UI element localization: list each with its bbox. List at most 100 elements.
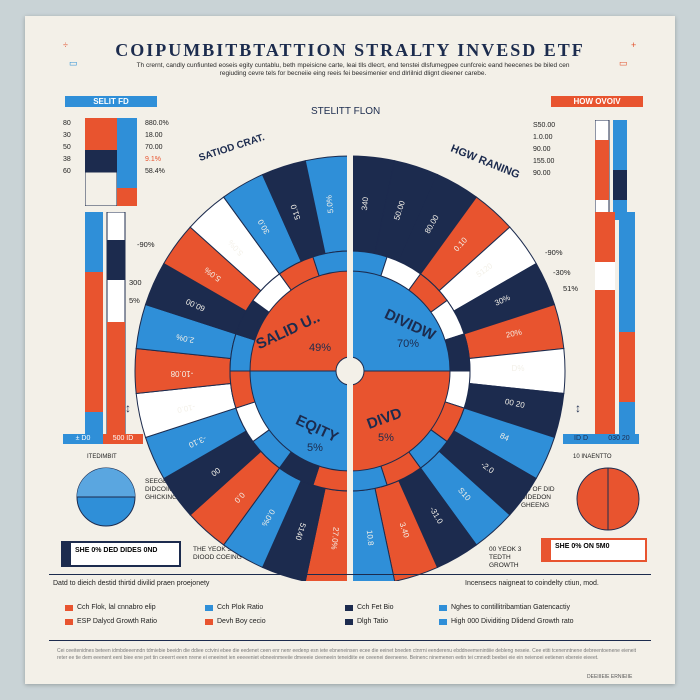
legend-label-8: High 000 Dividiting Dlidend Growth rato: [451, 618, 574, 625]
left-axis-label-1: -90%: [137, 240, 155, 249]
legend-label-5: ESP Dalycd Growth Ratio: [77, 618, 158, 625]
segment-label-23: -10.08: [170, 369, 193, 378]
segment-label-24: 2.0%: [175, 332, 195, 345]
page-title: COIPUMBITBTATTION STRALTY INVESD ETF: [115, 40, 585, 60]
poster: ÷ ▭ + ▭ COIPUMBITBTATTION STRALTY INVESD…: [25, 16, 675, 684]
right-number-1: S50.00: [533, 122, 556, 129]
right-box-note: 00 YEOK 3 TEDTH GROWTH: [489, 546, 522, 569]
left-value-5: 58.4%: [145, 168, 165, 175]
legend-swatch-1: [65, 604, 73, 611]
legend-item-3: Cch Fet Bio: [345, 604, 394, 611]
legend-swatch-4: [439, 604, 447, 611]
right-number-4: 155.00: [533, 158, 555, 165]
segment-label-22: -10.0: [176, 402, 196, 415]
right-panel-label: HOW OVOIV: [551, 96, 643, 107]
right-axis-label-2: -30%: [553, 268, 571, 277]
left-mini-title: ITEDIMBIT: [87, 454, 117, 460]
right-scale: ID D 030 20: [563, 434, 639, 444]
legend-item-4: Nghes to contillitribamtian Gatencactiy: [439, 604, 570, 611]
legend-item-7: Dlgh Tatio: [345, 618, 388, 625]
legend-label-7: Dlgh Tatio: [357, 618, 389, 625]
legend-label-2: Cch Plok Ratio: [217, 604, 264, 611]
left-number-2: 30: [63, 132, 71, 139]
segment-label-10: 84: [499, 431, 511, 443]
left-bar-2-seg-1: [117, 118, 137, 188]
left-tall-seg-navy: [107, 240, 125, 280]
left-number-1: 80: [63, 120, 71, 127]
left-value-2: 18.00: [145, 132, 163, 139]
footer-text: Cei ceeitenidnes beteen idmbdeeenndn tdm…: [57, 648, 637, 661]
right-axis-label-1: -90%: [545, 248, 563, 257]
left-scale: ± D0 500 ID: [63, 434, 143, 444]
right-number-5: 90.00: [533, 170, 551, 177]
left-mini-pie-half: [77, 468, 135, 497]
legend-swatch-7: [345, 618, 353, 625]
left-panel-label: SELIT FD: [65, 96, 157, 107]
legend-item-6: Devh Boy cecio: [205, 618, 266, 625]
segment-label-30: 5.0%: [325, 195, 336, 214]
left-bar-1-seg-1: [85, 118, 117, 150]
right-mini-title: 10 INAENTTO: [573, 454, 612, 460]
left-axis-label-3: 5%: [129, 296, 140, 305]
segment-label-9: 00 20: [504, 397, 526, 410]
left-number-3: 50: [63, 144, 71, 151]
left-bar-1-seg-3: [85, 171, 117, 206]
left-axis-label-2: 300: [129, 278, 142, 287]
left-number-5: 60: [63, 168, 71, 175]
right-bar-seg-4: [613, 170, 627, 200]
legend-left-heading: Datd to dieich destid thirtid divilid pr…: [53, 580, 210, 587]
legend-item-8: High 000 Dividiting Dlidend Growth rato: [439, 618, 574, 625]
left-value-3: 70.00: [145, 144, 163, 151]
right-tall-seg-4: [619, 332, 635, 402]
right-scale-1: ID D: [563, 434, 599, 444]
right-mini-pie: [576, 467, 640, 531]
corner-symbol-top-right: +: [631, 40, 637, 50]
left-down-arrow-icon: ↕: [125, 401, 131, 415]
legend-label-1: Cch Flok, lal cnnabro elip: [77, 604, 156, 611]
left-box-label: SHE 0% DED DIDES 0ND: [61, 541, 181, 567]
left-bar-column-1: [85, 118, 117, 206]
right-arc-title: HGW RANING: [449, 143, 521, 182]
right-number-2: 1.0.00: [533, 134, 553, 141]
legend-swatch-3: [345, 604, 353, 611]
left-box-note: THE YEOK 50 DIOOD COEING: [193, 546, 242, 561]
segment-label-16: 27.0%: [329, 527, 340, 551]
legend-item-1: Cch Flok, lal cnnabro elip: [65, 604, 156, 611]
center-value-4: 5%: [378, 432, 394, 444]
top-label: STELITT FLON: [311, 106, 381, 117]
legend-swatch-5: [65, 618, 73, 625]
right-down-arrow-icon: ↕: [575, 401, 581, 415]
left-value-column: 880.0% 18.00 70.00 9.1% 58.4%: [145, 118, 169, 178]
legend-swatch-2: [205, 604, 213, 611]
left-bar-1-seg-2: [85, 150, 117, 172]
left-value-1: 880.0%: [145, 120, 169, 127]
legend-swatch-6: [205, 618, 213, 625]
segment-label-7: 20%: [505, 328, 523, 340]
right-tall-bar: [595, 212, 635, 434]
legend-item-2: Cch Plok Ratio: [205, 604, 263, 611]
right-axis-label-3: 51%: [563, 284, 579, 293]
left-scale-2: 500 ID: [103, 434, 143, 444]
left-tall-bar: [85, 212, 126, 434]
left-number-4: 38: [63, 156, 71, 163]
corner-symbol-top-right-2: ▭: [619, 58, 628, 68]
right-bar-column: [595, 120, 627, 220]
bottom-divider: [49, 574, 651, 575]
right-bar-seg-2: [595, 140, 609, 200]
segment-label-1: 340: [360, 196, 370, 211]
left-arc-title: SATIOD CRAT.: [198, 132, 267, 164]
right-mini-note: OD OF DID DIDEDON GHEENG: [521, 486, 555, 509]
left-tall-seg-orange: [85, 272, 103, 412]
left-number-column: 80 30 50 38 60: [63, 118, 71, 178]
left-tall-seg-orange-2: [107, 322, 125, 434]
left-mini-pie: [76, 467, 136, 527]
left-scale-1: ± D0: [63, 434, 103, 444]
page-subtitle: Th crernt, candly cunfiunted eoseis egit…: [136, 62, 570, 77]
legend-label-6: Devh Boy cecio: [217, 618, 266, 625]
legend-item-5: ESP Dalycd Growth Ratio: [65, 618, 157, 625]
right-number-column: S50.00 1.0.00 90.00 155.00 90.00: [533, 120, 555, 180]
left-value-4: 9.1%: [145, 156, 161, 163]
center-value-2: 70%: [397, 338, 419, 350]
